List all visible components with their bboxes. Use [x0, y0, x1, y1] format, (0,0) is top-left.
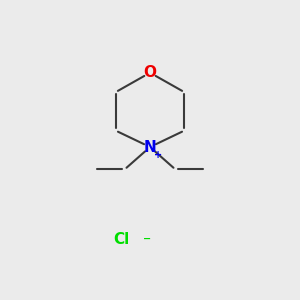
Text: Cl: Cl: [113, 232, 129, 247]
Text: N: N: [144, 140, 156, 154]
Text: −: −: [142, 234, 151, 244]
Text: O: O: [143, 65, 157, 80]
Text: +: +: [154, 150, 162, 160]
